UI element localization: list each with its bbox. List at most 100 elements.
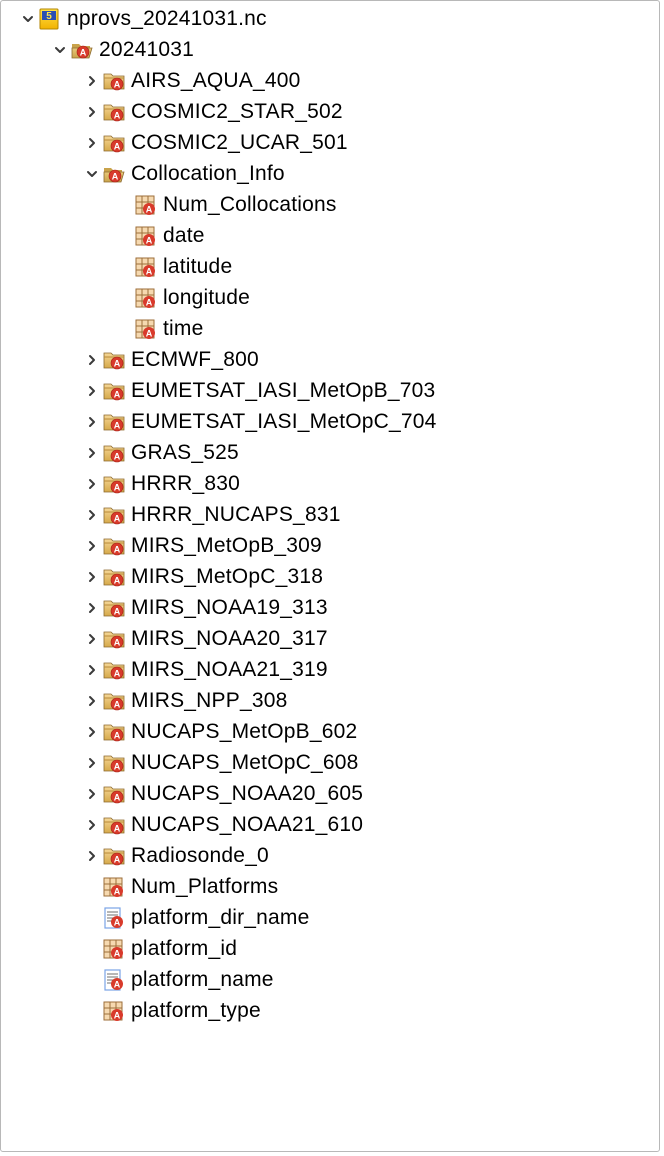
chevron-right-icon[interactable]: [83, 819, 101, 831]
tree-row[interactable]: latitude: [1, 251, 659, 282]
chevron-right-icon[interactable]: [83, 788, 101, 800]
tree-row[interactable]: NUCAPS_MetOpB_602: [1, 716, 659, 747]
folder-closed-icon: [101, 720, 129, 744]
grid-variable-icon: [101, 875, 129, 899]
tree-row[interactable]: platform_id: [1, 933, 659, 964]
tree-row[interactable]: 20241031: [1, 34, 659, 65]
chevron-right-icon[interactable]: [83, 850, 101, 862]
chevron-right-icon[interactable]: [83, 633, 101, 645]
tree-row[interactable]: Num_Platforms: [1, 871, 659, 902]
grid-variable-icon: [133, 317, 161, 341]
tree-row[interactable]: ECMWF_800: [1, 344, 659, 375]
tree-node-label: AIRS_AQUA_400: [131, 69, 301, 93]
tree-row[interactable]: COSMIC2_STAR_502: [1, 96, 659, 127]
folder-closed-icon: [101, 100, 129, 124]
chevron-right-icon[interactable]: [83, 385, 101, 397]
tree-row[interactable]: AIRS_AQUA_400: [1, 65, 659, 96]
tree-row[interactable]: MIRS_MetOpC_318: [1, 561, 659, 592]
chevron-right-icon[interactable]: [83, 447, 101, 459]
tree-row[interactable]: date: [1, 220, 659, 251]
tree-row[interactable]: NUCAPS_NOAA21_610: [1, 809, 659, 840]
tree-node-label: COSMIC2_STAR_502: [131, 100, 343, 124]
folder-closed-icon: [101, 844, 129, 868]
tree-row[interactable]: NUCAPS_MetOpC_608: [1, 747, 659, 778]
tree-row[interactable]: platform_dir_name: [1, 902, 659, 933]
folder-closed-icon: [101, 627, 129, 651]
tree-node-label: Radiosonde_0: [131, 844, 269, 868]
chevron-right-icon[interactable]: [83, 757, 101, 769]
chevron-right-icon[interactable]: [83, 602, 101, 614]
tree-row[interactable]: HRRR_NUCAPS_831: [1, 499, 659, 530]
tree-row[interactable]: NUCAPS_NOAA20_605: [1, 778, 659, 809]
tree-row[interactable]: COSMIC2_UCAR_501: [1, 127, 659, 158]
tree-row[interactable]: MIRS_NOAA20_317: [1, 623, 659, 654]
tree-node-label: longitude: [163, 286, 250, 310]
chevron-right-icon[interactable]: [83, 478, 101, 490]
chevron-right-icon[interactable]: [83, 664, 101, 676]
grid-variable-icon: [133, 286, 161, 310]
chevron-right-icon[interactable]: [83, 509, 101, 521]
tree-row[interactable]: HRRR_830: [1, 468, 659, 499]
tree-row[interactable]: MIRS_MetOpB_309: [1, 530, 659, 561]
tree-row[interactable]: EUMETSAT_IASI_MetOpC_704: [1, 406, 659, 437]
tree-node-label: COSMIC2_UCAR_501: [131, 131, 348, 155]
folder-closed-icon: [101, 813, 129, 837]
tree-node-label: MIRS_NOAA20_317: [131, 627, 328, 651]
grid-variable-icon: [133, 224, 161, 248]
folder-closed-icon: [101, 503, 129, 527]
tree-node-label: HRRR_NUCAPS_831: [131, 503, 341, 527]
tree-row[interactable]: EUMETSAT_IASI_MetOpB_703: [1, 375, 659, 406]
tree-node-label: NUCAPS_MetOpB_602: [131, 720, 357, 744]
tree-row[interactable]: Collocation_Info: [1, 158, 659, 189]
tree-node-label: platform_dir_name: [131, 906, 310, 930]
chevron-right-icon[interactable]: [83, 354, 101, 366]
chevron-right-icon[interactable]: [83, 416, 101, 428]
folder-closed-icon: [101, 534, 129, 558]
folder-closed-icon: [101, 441, 129, 465]
folder-closed-icon: [101, 751, 129, 775]
grid-variable-icon: [101, 999, 129, 1023]
tree-row[interactable]: MIRS_NOAA19_313: [1, 592, 659, 623]
tree-row[interactable]: GRAS_525: [1, 437, 659, 468]
chevron-right-icon[interactable]: [83, 137, 101, 149]
folder-closed-icon: [101, 131, 129, 155]
chevron-down-icon[interactable]: [19, 13, 37, 25]
tree-node-label: MIRS_NPP_308: [131, 689, 287, 713]
tree-row[interactable]: MIRS_NOAA21_319: [1, 654, 659, 685]
tree-node-label: NUCAPS_NOAA20_605: [131, 782, 363, 806]
tree-row[interactable]: Radiosonde_0: [1, 840, 659, 871]
folder-closed-icon: [101, 782, 129, 806]
tree-node-label: 20241031: [99, 38, 194, 62]
tree-row[interactable]: platform_name: [1, 964, 659, 995]
tree-node-label: NUCAPS_NOAA21_610: [131, 813, 363, 837]
tree-row[interactable]: longitude: [1, 282, 659, 313]
tree-row[interactable]: platform_type: [1, 995, 659, 1026]
tree-node-label: MIRS_NOAA19_313: [131, 596, 328, 620]
chevron-right-icon[interactable]: [83, 75, 101, 87]
chevron-right-icon[interactable]: [83, 726, 101, 738]
chevron-right-icon[interactable]: [83, 695, 101, 707]
tree-row[interactable]: MIRS_NPP_308: [1, 685, 659, 716]
grid-variable-icon: [133, 193, 161, 217]
tree-node-label: Num_Platforms: [131, 875, 278, 899]
tree-node-label: HRRR_830: [131, 472, 240, 496]
tree-node-label: Collocation_Info: [131, 162, 285, 186]
chevron-down-icon[interactable]: [51, 44, 69, 56]
folder-closed-icon: [101, 348, 129, 372]
tree-row[interactable]: time: [1, 313, 659, 344]
chevron-right-icon[interactable]: [83, 571, 101, 583]
tree-row[interactable]: nprovs_20241031.nc: [1, 3, 659, 34]
chevron-right-icon[interactable]: [83, 106, 101, 118]
tree-node-label: EUMETSAT_IASI_MetOpC_704: [131, 410, 437, 434]
tree-view[interactable]: nprovs_20241031.nc 20241031 AIRS_AQUA_400 C…: [0, 0, 660, 1152]
folder-closed-icon: [101, 689, 129, 713]
netcdf-file-icon: [37, 7, 65, 31]
chevron-down-icon[interactable]: [83, 168, 101, 180]
folder-closed-icon: [101, 472, 129, 496]
chevron-right-icon[interactable]: [83, 540, 101, 552]
tree-node-label: nprovs_20241031.nc: [67, 7, 267, 31]
folder-closed-icon: [101, 69, 129, 93]
text-variable-icon: [101, 968, 129, 992]
folder-closed-icon: [101, 379, 129, 403]
tree-row[interactable]: Num_Collocations: [1, 189, 659, 220]
